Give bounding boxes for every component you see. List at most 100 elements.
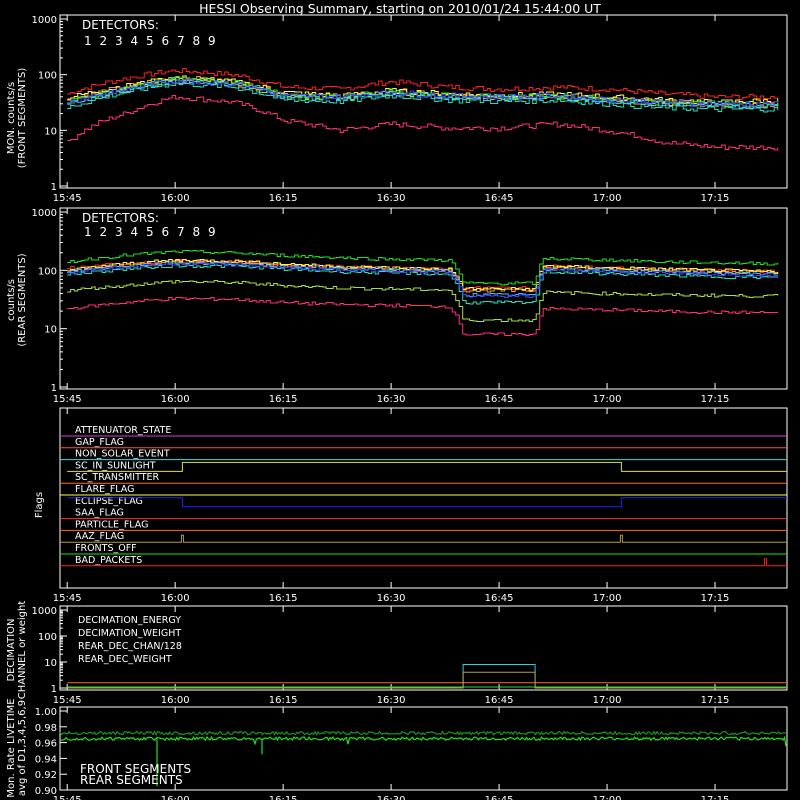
live-ylabel-line1: Mon. Rate LIVETIME: [6, 698, 17, 797]
rear-detector-number-6: 6: [162, 225, 170, 239]
flags-x-tick-label: 16:00: [161, 593, 190, 604]
flag-line-bad_packets: [60, 558, 787, 567]
front-x-tick-label: 15:45: [53, 193, 82, 204]
dec-y-tick-label: 1000: [32, 606, 57, 617]
front-series-det1: [67, 68, 779, 100]
dec-y-tick-label: 10: [44, 658, 57, 669]
rear-x-tick-label: 16:45: [485, 394, 514, 405]
front-x-tick-label: 16:15: [269, 193, 298, 204]
plot-layer: 15:45 16:00 16:15 16:30 16:45 17:00 17:15 15:45…: [32, 14, 788, 800]
live-y-tick-label: 0.94: [35, 754, 57, 765]
flags-x-tick-label: 17:00: [593, 593, 622, 604]
front-detector-number-7: 7: [177, 34, 185, 48]
flag-label-fronts_off: FRONTS_OFF: [75, 543, 137, 554]
rear-detector-number-2: 2: [100, 225, 108, 239]
dec-x-tick-label: 16:45: [485, 695, 514, 706]
dec-x-tick-label: 16:30: [377, 695, 406, 706]
rear-x-tick-label: 17:15: [701, 394, 730, 405]
live-x-tick-label: 16:00: [161, 795, 190, 800]
live-y-tick-label: 1.00: [35, 707, 57, 718]
live-series-rear-segments: [59, 730, 787, 737]
rear-series-det6: [67, 250, 779, 286]
flags-x-tick-label: 16:30: [377, 593, 406, 604]
rear-series-det8: [67, 261, 779, 297]
flag-label-particle_flag: PARTICLE_FLAG: [75, 519, 148, 530]
front-x-tick-label: 16:45: [485, 193, 514, 204]
front-detector-number-5: 5: [146, 34, 154, 48]
dec-legend-decimation-energy: DECIMATION_ENERGY: [78, 615, 181, 626]
rear-x-tick-label: 16:30: [377, 394, 406, 405]
rear-ylabel-line2: (REAR SEGMENTS): [17, 253, 28, 346]
flags-ylabel: Flags: [34, 492, 45, 518]
flag-label-attenuator_state: ATTENUATOR_STATE: [75, 425, 171, 436]
front-ylabel-line1: MON. counts/s: [6, 82, 17, 154]
front-y-tick-label: 1: [51, 182, 57, 193]
front-detector-number-9: 9: [208, 34, 216, 48]
live-plot-frame: [59, 706, 788, 791]
figure-title: HESSI Observing Summary, starting on 201…: [199, 1, 601, 16]
front-y-tick-label: 100: [38, 71, 57, 82]
flags-x-tick-label: 17:15: [701, 593, 730, 604]
flag-label-saa_flag: SAA_FLAG: [75, 508, 124, 519]
rear-detector-number-4: 4: [131, 225, 139, 239]
live-ylabel-line2: avg of D1,3,4,5,6,9: [17, 700, 28, 796]
flag-label-gap_flag: GAP_FLAG: [75, 437, 124, 448]
dec-x-tick-label: 17:15: [701, 695, 730, 706]
live-x-tick-label: 16:30: [377, 795, 406, 800]
front-series-det2: [67, 95, 779, 151]
rear-y-tick-label: 1: [51, 383, 57, 394]
front-detector-number-1: 1: [84, 34, 92, 48]
flag-label-flare_flag: FLARE_FLAG: [75, 484, 135, 495]
rear-y-tick-label: 10: [44, 325, 57, 336]
flag-line-aaz_flag: [60, 534, 787, 543]
rear-series-det7: [67, 264, 779, 305]
dec-x-tick-label: 16:15: [269, 695, 298, 706]
front-plot-frame: [59, 14, 788, 189]
dec-series-rear-dec-weight: [67, 671, 787, 689]
flag-label-eclipse_flag: ECLIPSE_FLAG: [75, 496, 143, 507]
flag-label-non_solar_event: NON_SOLAR_EVENT: [75, 449, 170, 460]
rear-plot-frame: [59, 207, 788, 390]
dec-legend-rear-dec-chan-128: REAR_DEC_CHAN/128: [78, 641, 182, 652]
dec-legend-rear-dec-weight: REAR_DEC_WEIGHT: [78, 654, 172, 665]
dec-ylabel-line2: CHANNEL or weight: [17, 601, 28, 700]
rear-detectors-label: DETECTORS:: [82, 211, 159, 225]
flags-x-tick-label: 15:45: [53, 593, 82, 604]
dec-x-tick-label: 16:00: [161, 695, 190, 706]
flags-x-tick-label: 16:15: [269, 593, 298, 604]
live-x-tick-label: 16:45: [485, 795, 514, 800]
rear-detector-number-3: 3: [115, 225, 123, 239]
rear-detector-number-9: 9: [208, 225, 216, 239]
front-detectors-label: DETECTORS:: [82, 18, 159, 32]
dec-ylabel-line1: DECIMATION: [6, 618, 17, 681]
flag-label-bad_packets: BAD_PACKETS: [75, 555, 142, 566]
front-y-tick-label: 1000: [32, 15, 57, 26]
rear-detector-number-8: 8: [193, 225, 201, 239]
live-y-tick-label: 0.92: [35, 770, 57, 781]
live-y-tick-label: 0.98: [35, 723, 57, 734]
front-x-tick-label: 17:00: [593, 193, 622, 204]
rear-series-det9: [67, 262, 779, 298]
rear-ylabel-line1: counts/s: [6, 279, 17, 321]
rear-detector-number-7: 7: [177, 225, 185, 239]
front-detector-number-8: 8: [193, 34, 201, 48]
live-y-tick-label: 0.96: [35, 739, 57, 750]
flag-label-sc_in_sunlight: SC_IN_SUNLIGHT: [75, 460, 156, 471]
rear-x-tick-label: 17:00: [593, 394, 622, 405]
flags-x-tick-label: 16:45: [485, 593, 514, 604]
front-series-det7: [67, 82, 779, 113]
rear-series-det2: [67, 297, 779, 336]
live-x-tick-label: 16:15: [269, 795, 298, 800]
front-series-det9: [67, 78, 779, 107]
live-y-tick-label: 0.90: [35, 786, 57, 797]
live-series-front-segments: [59, 735, 787, 747]
dec-y-tick-label: 100: [38, 632, 57, 643]
rear-y-tick-label: 1000: [32, 208, 57, 219]
rear-x-tick-label: 16:15: [269, 394, 298, 405]
dec-x-tick-label: 15:45: [53, 695, 82, 706]
front-detector-number-6: 6: [162, 34, 170, 48]
rear-detector-number-5: 5: [146, 225, 154, 239]
front-detector-number-4: 4: [131, 34, 139, 48]
